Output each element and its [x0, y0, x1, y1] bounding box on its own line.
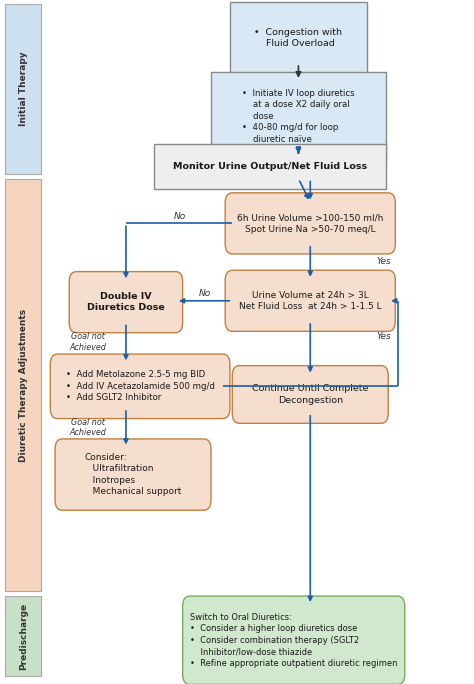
Text: No: No	[199, 289, 211, 298]
FancyBboxPatch shape	[182, 596, 405, 684]
FancyBboxPatch shape	[225, 270, 395, 331]
FancyBboxPatch shape	[232, 366, 388, 423]
FancyBboxPatch shape	[5, 179, 41, 592]
Text: Diuretic Therapy Adjustments: Diuretic Therapy Adjustments	[18, 308, 27, 462]
FancyBboxPatch shape	[69, 272, 182, 332]
FancyBboxPatch shape	[5, 4, 41, 174]
Text: •  Add Metolazone 2.5-5 mg BID
•  Add IV Acetazolamide 500 mg/d
•  Add SGLT2 Inh: • Add Metolazone 2.5-5 mg BID • Add IV A…	[66, 370, 215, 402]
Text: Continue Until Complete
Decongestion: Continue Until Complete Decongestion	[252, 384, 368, 405]
Text: No: No	[174, 212, 186, 221]
FancyBboxPatch shape	[230, 2, 367, 74]
FancyBboxPatch shape	[155, 144, 386, 189]
FancyBboxPatch shape	[211, 72, 386, 160]
Text: •  Congestion with
    Fluid Overload: • Congestion with Fluid Overload	[255, 28, 342, 49]
Text: Goal not
Achieved: Goal not Achieved	[70, 418, 107, 438]
Text: Double IV
Diuretics Dose: Double IV Diuretics Dose	[87, 292, 165, 313]
Text: •  Initiate IV loop diuretics
    at a dose X2 daily oral
    dose
•  40-80 mg/d: • Initiate IV loop diuretics at a dose X…	[242, 89, 355, 144]
Text: Monitor Urine Output/Net Fluid Loss: Monitor Urine Output/Net Fluid Loss	[173, 162, 367, 171]
Text: Yes: Yes	[376, 332, 391, 341]
Text: Consider:
   Ultrafiltration
   Inotropes
   Mechanical support: Consider: Ultrafiltration Inotropes Mech…	[84, 453, 182, 497]
FancyBboxPatch shape	[5, 596, 41, 676]
Text: Goal not
Achieved: Goal not Achieved	[70, 332, 107, 352]
Text: 6h Urine Volume >100-150 ml/h
Spot Urine Na >50-70 meq/L: 6h Urine Volume >100-150 ml/h Spot Urine…	[237, 213, 383, 234]
Text: Initial Therapy: Initial Therapy	[18, 52, 27, 127]
Text: Urine Volume at 24h > 3L
Net Fluid Loss  at 24h > 1-1.5 L: Urine Volume at 24h > 3L Net Fluid Loss …	[239, 291, 382, 311]
FancyBboxPatch shape	[225, 193, 395, 254]
Text: Switch to Oral Diuretics:
•  Consider a higher loop diuretics dose
•  Consider c: Switch to Oral Diuretics: • Consider a h…	[190, 613, 398, 668]
FancyBboxPatch shape	[50, 354, 230, 419]
Text: Yes: Yes	[376, 257, 391, 266]
FancyBboxPatch shape	[55, 439, 211, 510]
Text: Predischarge: Predischarge	[18, 603, 27, 670]
